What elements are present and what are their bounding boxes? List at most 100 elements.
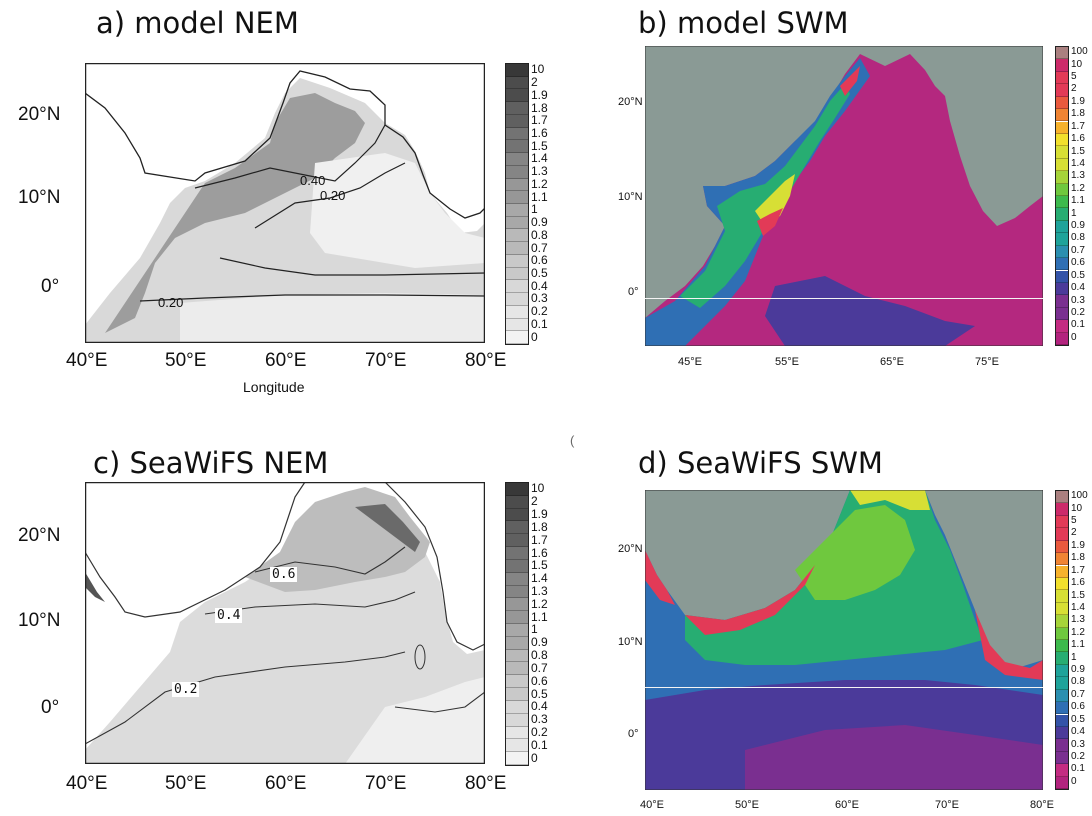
colorbar-label: 1 <box>531 202 538 217</box>
colorbar-label: 1.6 <box>1071 133 1085 145</box>
colorbar-swatch <box>506 483 528 496</box>
colorbar-swatch <box>1056 652 1068 665</box>
colorbar-swatch <box>1056 133 1068 147</box>
colorbar-label: 0.3 <box>1071 738 1085 750</box>
lon-label: 75°E <box>975 356 999 368</box>
lon-label: 70°E <box>365 350 407 371</box>
colorbar-swatch <box>506 636 528 650</box>
colorbar-swatch <box>506 318 528 332</box>
colorbar-swatch <box>1056 565 1068 578</box>
colorbar-swatch <box>1056 208 1068 221</box>
colorbar-swatch <box>1056 47 1068 60</box>
purple-zone <box>765 276 975 346</box>
colorbar-swatch <box>1056 320 1068 333</box>
colorbar-swatch <box>506 229 528 243</box>
panel-a-map <box>85 63 485 343</box>
colorbar-swatch <box>1056 96 1068 110</box>
panel-c-colorbar <box>505 482 529 766</box>
colorbar-label: 1 <box>1071 207 1077 219</box>
colorbar-label: 0.7 <box>531 240 548 255</box>
lon-label: 70°E <box>365 773 407 794</box>
contour-label: 0.2 <box>172 682 200 697</box>
colorbar-label: 0.7 <box>1071 688 1085 700</box>
panel-b-map <box>645 46 1043 346</box>
lat-label: 10°N <box>618 636 643 648</box>
lon-label: 80°E <box>465 773 507 794</box>
colorbar-label: 1.8 <box>1071 552 1085 564</box>
colorbar-label: 0.6 <box>531 253 548 268</box>
southern-low-zone <box>180 293 485 343</box>
colorbar-label: 0.4 <box>531 278 548 293</box>
panel-d-map-svg <box>645 490 1043 790</box>
lat-label: 20°N <box>18 525 61 546</box>
green-zone <box>680 84 850 308</box>
colorbar-swatch <box>506 649 528 663</box>
colorbar-label: 1.9 <box>531 507 548 522</box>
colorbar-label: 2 <box>531 75 538 90</box>
ocean-area <box>85 78 485 343</box>
colorbar-swatch <box>1056 577 1068 591</box>
colorbar-swatch <box>1056 739 1068 752</box>
lat-label: 0° <box>628 728 639 740</box>
coastal-zone <box>85 572 105 602</box>
contour-label: 0.40 <box>300 173 326 188</box>
panel-c-title: c) SeaWiFS NEM <box>93 446 329 480</box>
colorbar-swatch <box>506 242 528 255</box>
coastline <box>85 70 485 219</box>
lat-label: 20°N <box>618 543 643 555</box>
colorbar-label: 1 <box>1071 651 1077 663</box>
colorbar-label: 0.3 <box>531 712 548 727</box>
colorbar-swatch <box>1056 503 1068 516</box>
panel-b-title: b) model SWM <box>638 6 849 40</box>
colorbar-swatch <box>1056 307 1068 321</box>
colorbar-swatch <box>1056 602 1068 616</box>
colorbar-swatch <box>506 547 528 560</box>
colorbar-swatch <box>506 508 528 522</box>
colorbar-swatch <box>506 688 528 701</box>
colorbar-label: 10 <box>531 481 545 496</box>
colorbar-swatch <box>506 114 528 128</box>
x-axis-title: Longitude <box>243 379 305 395</box>
red-zone <box>685 565 815 635</box>
colorbar-label: 0.1 <box>1071 763 1085 775</box>
colorbar-swatch <box>506 102 528 115</box>
colorbar-swatch <box>1056 121 1068 134</box>
very-high-zone <box>355 504 420 552</box>
island-contour <box>414 644 426 670</box>
colorbar-label: 1.9 <box>1071 95 1085 107</box>
coastline <box>85 482 306 618</box>
panel-a-map-svg <box>85 63 485 343</box>
colorbar-swatch <box>506 153 528 166</box>
colorbar-label: 0.8 <box>1071 676 1085 688</box>
colorbar-label: 0.5 <box>1071 713 1085 725</box>
colorbar-label: 0.9 <box>531 215 548 230</box>
colorbar-label: 0.1 <box>531 316 548 331</box>
lon-label: 50°E <box>735 799 759 811</box>
low-chl-zone <box>310 153 485 268</box>
contour-06 <box>254 546 406 575</box>
colorbar-label: 1.2 <box>531 176 548 191</box>
colorbar-label: 100 <box>1071 490 1088 502</box>
panel-d-title: d) SeaWiFS SWM <box>638 446 883 480</box>
colorbar-label: 0 <box>1071 331 1077 343</box>
colorbar-swatch <box>1056 59 1068 72</box>
colorbar-swatch <box>506 739 528 753</box>
stray-mark: ( <box>570 433 578 448</box>
colorbar-swatch <box>506 726 528 740</box>
colorbar-swatch <box>506 191 528 204</box>
colorbar-label: 0.4 <box>1071 282 1085 294</box>
white-line <box>645 687 1043 688</box>
colorbar-swatch <box>1056 776 1068 789</box>
colorbar-swatch <box>506 521 528 535</box>
yellow-zone <box>850 490 930 510</box>
colorbar-label: 100 <box>1071 46 1088 58</box>
contour-020-south <box>139 294 485 302</box>
colorbar-label: 0.9 <box>531 635 548 650</box>
lon-label: 60°E <box>265 773 307 794</box>
colorbar-swatch <box>1056 171 1068 184</box>
colorbar-swatch <box>1056 84 1068 97</box>
colorbar-swatch <box>506 165 528 179</box>
colorbar-swatch <box>1056 109 1068 122</box>
colorbar-label: 10 <box>1071 502 1083 514</box>
contour-040 <box>194 124 386 189</box>
